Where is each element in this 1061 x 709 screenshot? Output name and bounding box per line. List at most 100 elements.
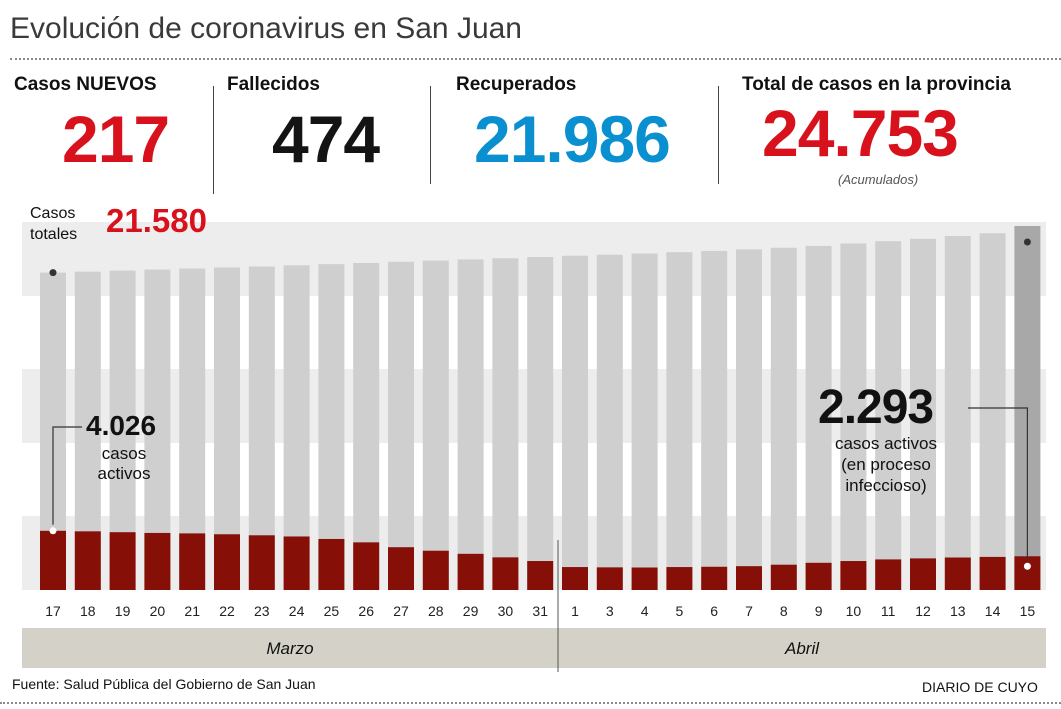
start-active-label: casos activos [92, 444, 156, 484]
total-bar [422, 260, 449, 590]
casos-totales-label-line: Casos [30, 205, 76, 222]
active-bar [736, 566, 762, 590]
stat-nuevos-value: 217 [62, 102, 170, 176]
active-bar [318, 538, 345, 590]
x-tick-label: 25 [324, 603, 340, 619]
end-active-label-line: casos activos [834, 434, 938, 453]
active-bar [248, 535, 275, 590]
x-tick-label: 8 [780, 603, 788, 619]
stat-nuevos-label: Casos NUEVOS [14, 74, 157, 95]
month-band [22, 628, 1046, 668]
end-active-label-line: (en proceso [841, 455, 931, 474]
x-tick-label: 15 [1020, 603, 1036, 619]
end-active-leader [968, 407, 1029, 561]
stat-total-note: (Acumulados) [838, 172, 919, 187]
stat-total-label: Total de casos en la provincia [742, 74, 1011, 95]
stat-fallecidos-label: Fallecidos [227, 74, 320, 95]
active-bar [631, 567, 658, 590]
end-active-label-line: infeccioso) [845, 476, 927, 495]
active-bar [457, 553, 484, 590]
active-bar [875, 559, 902, 590]
total-bar [527, 257, 554, 590]
month-label: Abril [784, 639, 820, 658]
x-tick-label: 6 [710, 603, 718, 619]
active-bar [562, 567, 588, 590]
stat-recuperados-value: 21.986 [474, 102, 671, 176]
stat-total-value: 24.753 [762, 96, 959, 170]
x-tick-label: 26 [358, 603, 374, 619]
month-label: Marzo [266, 639, 313, 658]
x-tick-label: 1 [571, 603, 579, 619]
active-marker-dot [1023, 562, 1031, 570]
active-bar [388, 547, 414, 590]
active-bar [770, 564, 797, 590]
active-bar [527, 561, 554, 590]
total-bar [979, 233, 1006, 590]
active-bar [422, 550, 449, 590]
total-marker-dot [49, 269, 57, 277]
active-bar [1014, 556, 1041, 590]
x-tick-label: 27 [393, 603, 409, 619]
active-bar [944, 557, 971, 590]
x-tick-label: 14 [985, 603, 1001, 619]
x-tick-label: 13 [950, 603, 966, 619]
active-bar [144, 532, 171, 590]
start-active-label-line: casos [101, 444, 147, 463]
start-active-value: 4.026 [86, 410, 157, 441]
total-bar [388, 261, 414, 590]
active-bar [109, 532, 136, 590]
x-tick-label: 11 [881, 603, 896, 619]
total-bar [805, 245, 832, 590]
active-bar [40, 530, 66, 590]
x-tick-label: 19 [115, 603, 131, 619]
footer-divider [0, 702, 1061, 704]
total-bar [283, 265, 310, 590]
start-active-leader [52, 426, 82, 525]
x-tick-label: 29 [463, 603, 479, 619]
x-tick-label: 4 [641, 603, 649, 619]
x-tick-label: 22 [219, 603, 235, 619]
active-marker-dot [49, 527, 57, 535]
stat-recuperados-label: Recuperados [456, 74, 577, 95]
active-bar [179, 533, 206, 590]
stat-separator [430, 86, 431, 184]
total-bar [875, 241, 902, 591]
total-bar [910, 238, 936, 590]
x-tick-label: 10 [846, 603, 862, 619]
x-tick-label: 23 [254, 603, 270, 619]
active-bar [596, 567, 623, 590]
casos-totales-label-line: totales [30, 226, 78, 243]
total-bar [631, 253, 658, 590]
active-bar [353, 542, 380, 590]
source-note: Fuente: Salud Pública del Gobierno de Sa… [12, 676, 316, 692]
x-tick-label: 24 [289, 603, 305, 619]
stat-fallecidos-value: 474 [272, 102, 380, 176]
x-tick-label: 28 [428, 603, 444, 619]
x-tick-label: 21 [184, 603, 200, 619]
x-tick-label: 17 [45, 603, 61, 619]
total-bar [666, 252, 693, 591]
total-bar [701, 250, 728, 590]
active-bar [74, 531, 101, 590]
active-bar [840, 561, 867, 590]
active-bar [979, 556, 1006, 590]
x-tick-label: 9 [815, 603, 823, 619]
x-tick-label: 12 [915, 603, 931, 619]
total-bar [318, 264, 345, 590]
page-title: Evolución de coronavirus en San Juan [10, 12, 522, 45]
end-active-value: 2.293 [818, 381, 934, 434]
x-tick-label: 7 [745, 603, 753, 619]
x-tick-label: 20 [150, 603, 166, 619]
total-bar [353, 262, 380, 590]
total-bar [944, 236, 971, 590]
total-marker-dot [1023, 238, 1031, 246]
casos-totales-value: 21.580 [106, 202, 207, 239]
total-bar [770, 247, 797, 590]
x-tick-label: 31 [532, 603, 548, 619]
x-tick-label: 3 [606, 603, 614, 619]
stat-separator [213, 86, 214, 194]
title-divider [10, 58, 1061, 60]
x-tick-label: 18 [80, 603, 96, 619]
active-bar [701, 566, 728, 590]
